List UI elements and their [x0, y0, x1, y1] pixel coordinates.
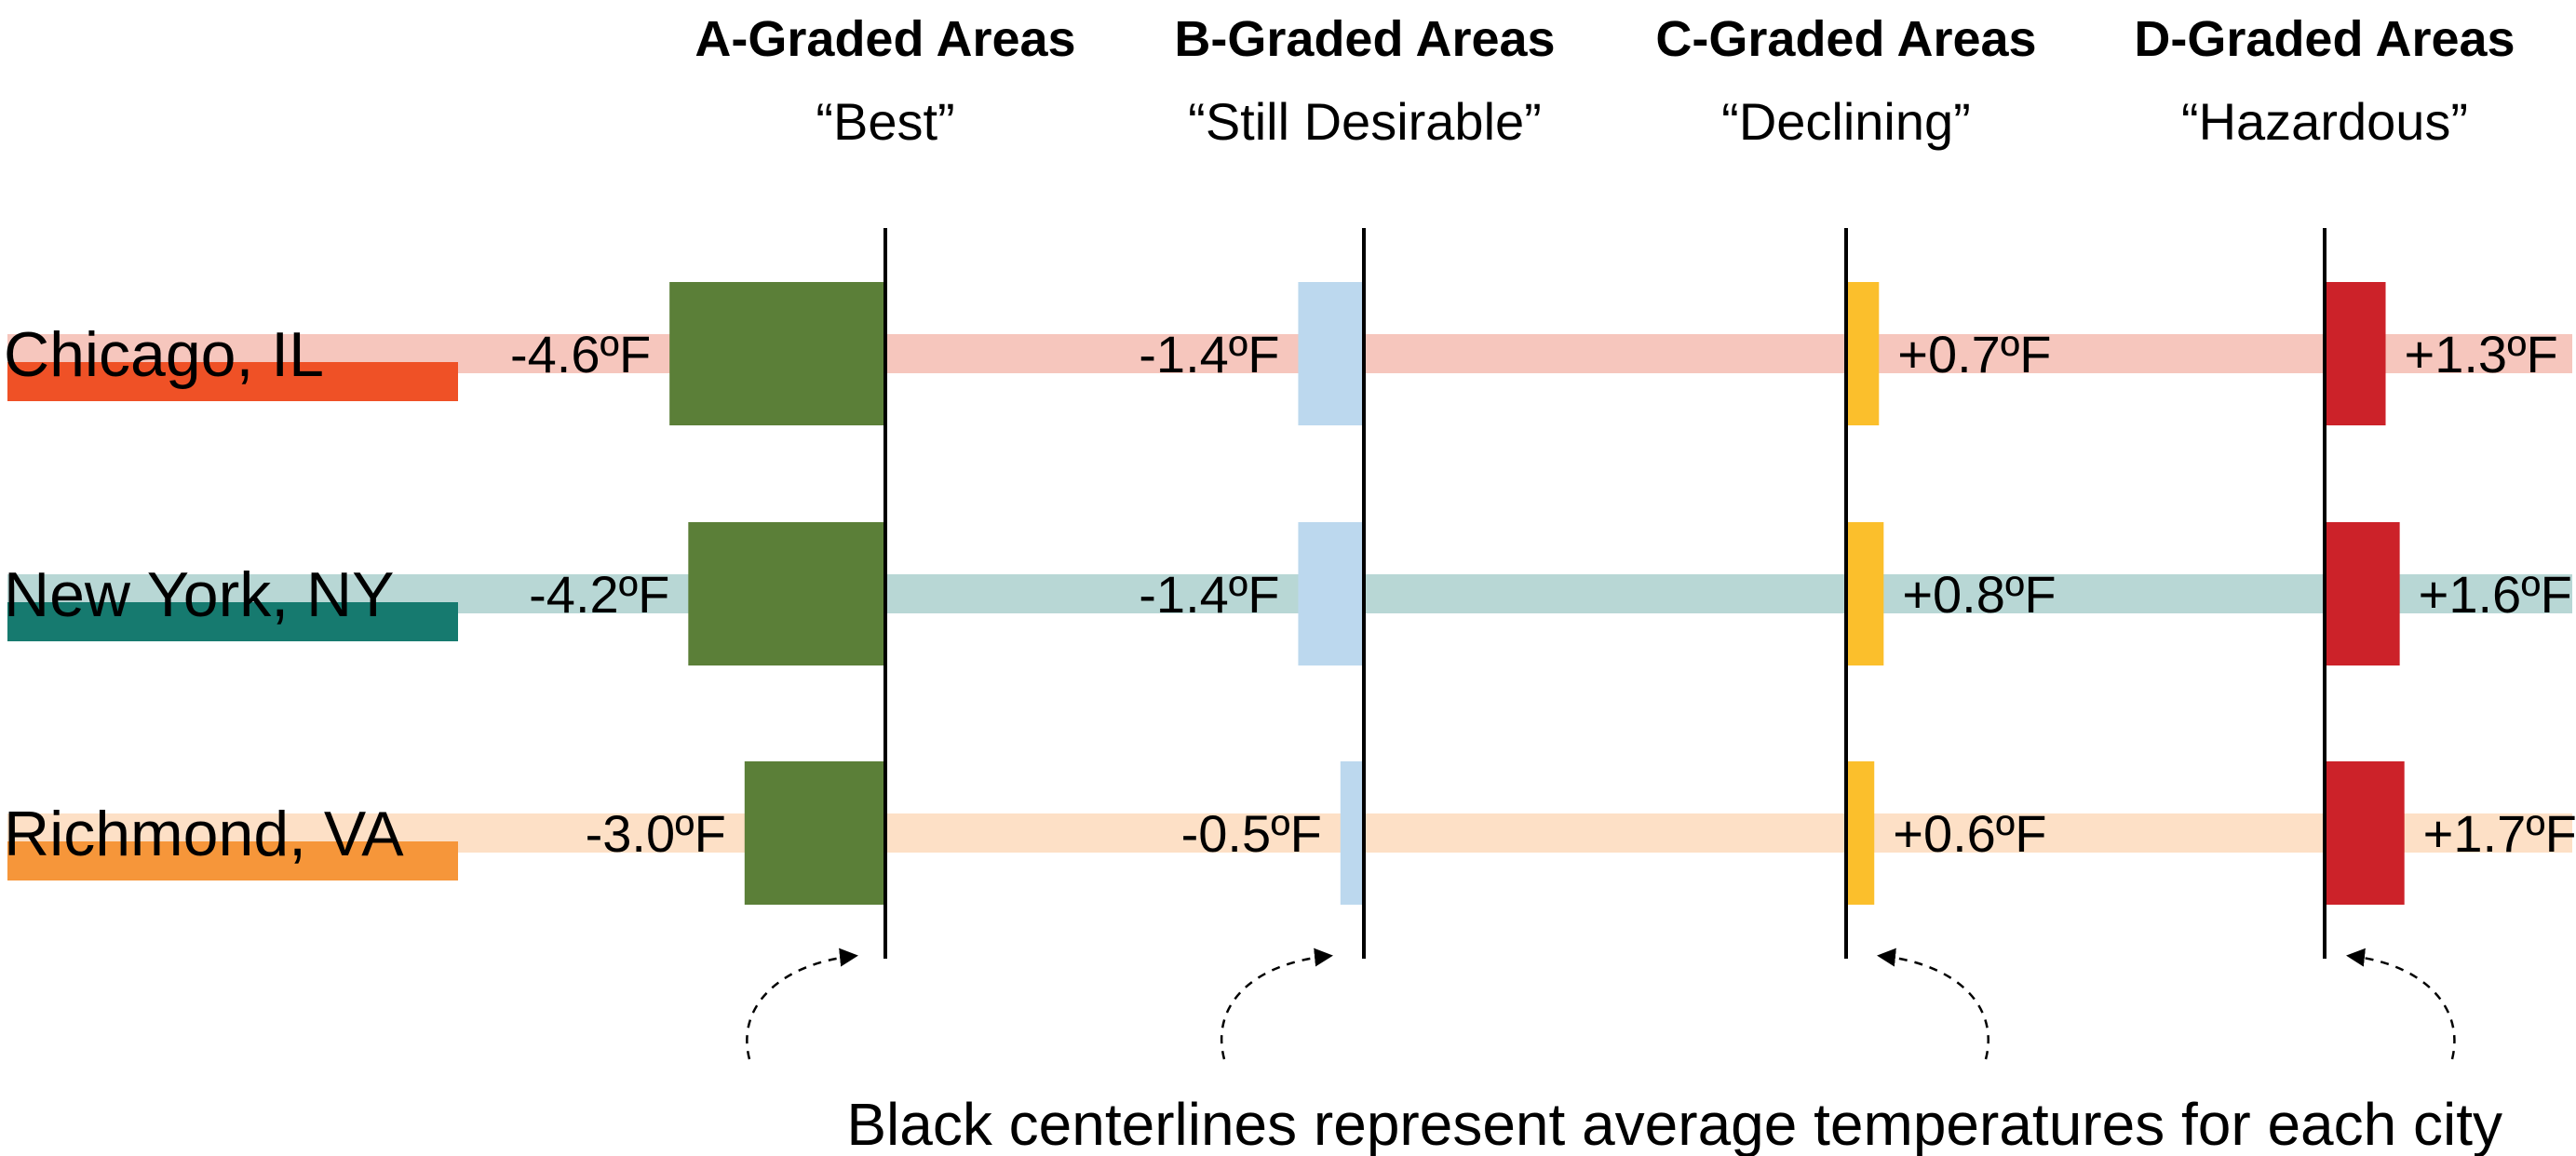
grade-subtitle-0: “Best” [816, 92, 954, 151]
value-label-2-2: +0.6ºF [1893, 804, 2046, 863]
bar-0-0 [669, 282, 885, 425]
bar-2-0 [744, 761, 885, 905]
chart-labels: Chicago, IL New York, NY Richmond, VA -4.6º… [4, 11, 2576, 1156]
city-name-0: Chicago, IL [4, 319, 324, 390]
value-label-1-0: -4.2ºF [529, 565, 669, 624]
value-label-0-2: +0.7ºF [1897, 325, 2051, 383]
grade-header-0: A-Graded Areas [695, 11, 1075, 67]
bar-1-3 [2325, 522, 2400, 665]
city-name-2: Richmond, VA [4, 799, 404, 869]
bar-0-2 [1846, 282, 1880, 425]
bar-2-2 [1846, 761, 1875, 905]
value-label-2-3: +1.7ºF [2423, 804, 2576, 863]
bar-0-3 [2325, 282, 2386, 425]
grade-header-1: B-Graded Areas [1174, 11, 1555, 67]
value-label-2-0: -3.0ºF [586, 804, 726, 863]
bar-0-1 [1298, 282, 1364, 425]
bar-2-3 [2325, 761, 2405, 905]
value-label-2-1: -0.5ºF [1181, 804, 1322, 863]
value-label-1-3: +1.6ºF [2419, 565, 2572, 624]
bar-1-0 [688, 522, 885, 665]
grade-header-3: D-Graded Areas [2134, 11, 2515, 67]
grade-bars [669, 282, 2405, 905]
value-label-0-1: -1.4ºF [1139, 325, 1279, 383]
centerlines [883, 228, 2326, 959]
city-name-1: New York, NY [4, 559, 395, 630]
annotation-arrow-0 [746, 948, 858, 1060]
annotation-arrow-1 [1220, 948, 1333, 1060]
value-label-1-1: -1.4ºF [1139, 565, 1279, 624]
grade-subtitle-1: “Still Desirable” [1188, 92, 1542, 151]
value-label-0-3: +1.3ºF [2405, 325, 2558, 383]
annotation-arrow-2 [1877, 948, 1989, 1060]
annotation-arrows [746, 948, 2456, 1060]
value-label-1-2: +0.8ºF [1902, 565, 2056, 624]
city-swatch-0 [7, 362, 458, 401]
annotation-text: Black centerlines represent average temp… [846, 1091, 2502, 1156]
grade-header-2: C-Graded Areas [1655, 11, 2036, 67]
bar-1-2 [1846, 522, 1884, 665]
bar-1-1 [1298, 522, 1364, 665]
grade-subtitle-2: “Declining” [1721, 92, 1971, 151]
value-label-0-0: -4.6ºF [510, 325, 651, 383]
bar-2-1 [1340, 761, 1364, 905]
city-bands [7, 334, 2572, 880]
annotation-arrow-3 [2346, 948, 2456, 1060]
city-swatch-1 [7, 602, 458, 641]
grade-subtitle-3: “Hazardous” [2181, 92, 2468, 151]
city-swatch-2 [7, 841, 458, 880]
